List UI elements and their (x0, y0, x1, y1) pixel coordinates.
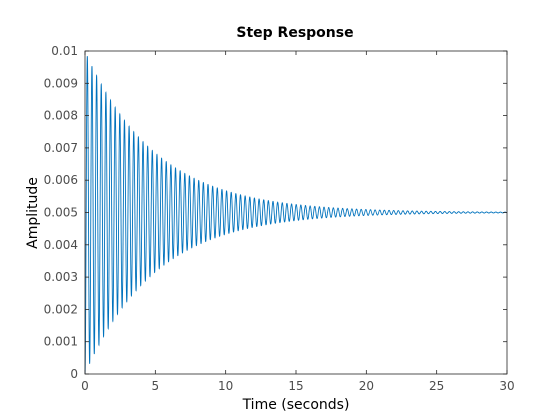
y-tick-label: 0.003 (44, 270, 78, 284)
x-tick-label: 10 (218, 379, 233, 393)
y-tick-label: 0.008 (44, 109, 78, 123)
y-tick-label: 0 (70, 367, 78, 381)
y-tick-label: 0.004 (44, 238, 78, 252)
x-tick-label: 15 (288, 379, 303, 393)
x-tick-label: 20 (359, 379, 374, 393)
chart-title: Step Response (236, 25, 353, 41)
plot-area (84, 56, 508, 375)
x-tick-label: 25 (429, 379, 444, 393)
axes: 0 5 10 15 20 25 30 0 0.001 0.002 0.003 0.004 0.005 0.… (44, 44, 515, 393)
y-tick-label: 0.001 (44, 335, 78, 349)
x-tick-label: 5 (152, 379, 160, 393)
y-tick-label: 0.006 (44, 173, 78, 187)
y-tick-label: 0.01 (51, 44, 78, 58)
x-axis-label: Time (seconds) (242, 397, 350, 413)
y-tick-label: 0.007 (44, 141, 78, 155)
y-tick-label: 0.002 (44, 302, 78, 316)
x-tick-label: 0 (81, 379, 89, 393)
y-tick-label: 0.009 (44, 76, 78, 90)
x-tick-label: 30 (499, 379, 514, 393)
step-response-series-line (84, 56, 508, 375)
y-tick-label: 0.005 (44, 206, 78, 220)
y-axis-label: Amplitude (25, 177, 41, 249)
